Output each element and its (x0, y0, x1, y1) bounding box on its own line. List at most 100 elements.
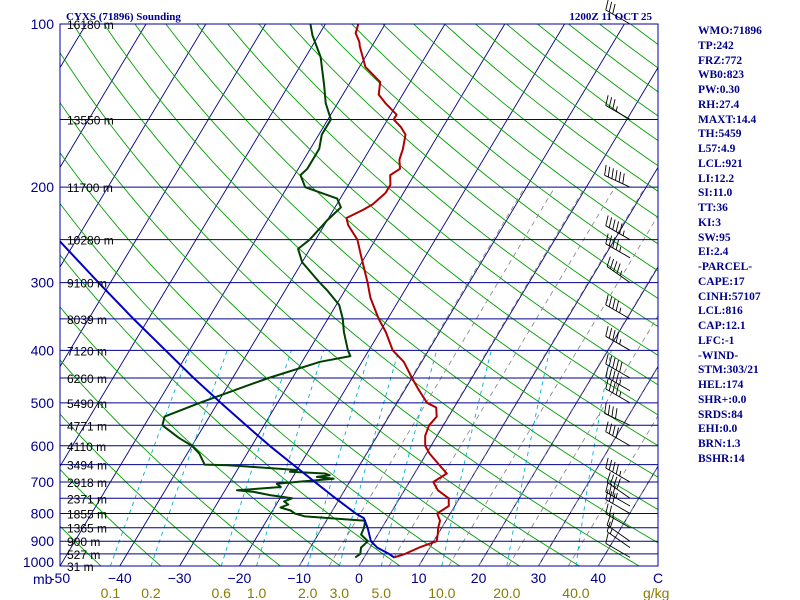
sounding-index: TP:242 (698, 39, 734, 52)
sounding-index: TH:5459 (698, 128, 742, 141)
isotherm-line (60, 24, 266, 368)
wind-barb (605, 353, 631, 379)
sounding-index: LCL:921 (698, 157, 743, 170)
wind-barb (605, 215, 631, 241)
moist-adiabat-line (388, 186, 616, 566)
mixing-ratio-tick-labels: 0.1 0.2 0.6 1.0 2.0 3.0 5.0 10.0 20.0 40.0 (101, 585, 590, 600)
height-label: 527 m (67, 548, 100, 562)
mixing-ratio-tick-label: 3.0 (330, 585, 350, 600)
sounding-index: WMO:71896 (698, 25, 762, 37)
sounding-index: CAP:12.1 (698, 320, 746, 332)
sounding-index: SRDS:84 (698, 408, 743, 421)
pressure-tick-label: 500 (31, 395, 55, 411)
mixing-ratio-tick-label: 10.0 (428, 585, 455, 600)
wind-barb (605, 481, 631, 507)
isotherm-line (418, 166, 658, 566)
mixing-ratio-tick-label: 0.6 (211, 585, 231, 600)
wind-barb (605, 457, 631, 483)
dewpoint-profile-line (161, 24, 369, 559)
height-label: 3494 m (67, 459, 107, 473)
pressure-tick-label: 300 (31, 275, 55, 291)
height-label: 7120 m (67, 344, 107, 358)
wind-barb (606, 472, 631, 499)
sounding-index: TT:36 (698, 202, 728, 214)
height-label: 31 m (67, 560, 94, 574)
sounding-index: EI:2.4 (698, 246, 729, 259)
sounding-series (60, 24, 450, 559)
sounding-index: BSHR:14 (698, 452, 745, 465)
isotherm-line (478, 266, 658, 566)
mixing-ratio-tick-label: 5.0 (372, 585, 392, 600)
sounding-indices-list: WMO:71896 TP:242 FRZ:772 WB0:823 PW:0.30 RH:2… (698, 24, 798, 467)
pressure-tick-label: 800 (31, 505, 55, 521)
mixing-ratio-unit-label: g/kg (643, 585, 669, 600)
isotherm-line (119, 24, 446, 566)
isotherm-line (60, 24, 147, 169)
sounding-index: CINH:57107 (698, 290, 761, 303)
pressure-tick-label: 1000 (23, 554, 54, 570)
wind-barb (605, 326, 631, 351)
height-label: 9100 m (67, 277, 107, 291)
wind-barb (605, 533, 631, 558)
height-label: 11700 m (67, 181, 113, 195)
parcel-profile-line (60, 239, 395, 559)
moist-adiabat-line (597, 465, 658, 566)
sounding-index: HEL:174 (698, 379, 744, 391)
moist-adiabat-line (478, 264, 658, 566)
moist-adiabat-line (418, 186, 646, 566)
sounding-index: LCL:816 (698, 305, 743, 318)
wind-barb (605, 366, 631, 392)
wind-barb (605, 233, 631, 259)
temperature-profile-line (345, 24, 450, 559)
height-label: 900 m (67, 535, 100, 549)
sounding-index: -PARCEL- (698, 261, 753, 273)
height-label: 2918 m (67, 476, 107, 490)
sounding-index: KI:3 (698, 216, 721, 229)
moist-adiabat-line (567, 415, 658, 566)
sounding-index: LFC:-1 (698, 334, 735, 347)
pressure-tick-label: 600 (31, 438, 55, 454)
sounding-index: PW:0.30 (698, 84, 740, 96)
height-label: 16180 m (67, 18, 114, 32)
temperature-tick-label: 20 (471, 570, 487, 586)
temperature-tick-label: 30 (531, 570, 547, 586)
wind-barb (606, 256, 631, 283)
temperature-tick-label: −10 (287, 570, 311, 586)
isotherm-line (538, 365, 658, 566)
wind-barb (605, 0, 631, 25)
temperature-tick-label: −40 (108, 570, 132, 586)
pressure-unit-label: mb (33, 571, 53, 587)
pressure-tick-labels: 100 200 300 400 500 600 700 800 900 1000 (23, 16, 54, 570)
wind-barb (606, 515, 631, 542)
moist-adiabat-line (538, 365, 658, 566)
isotherm-line (60, 24, 207, 268)
chart-title: CYXS (71896) Sounding (66, 11, 181, 23)
wind-barb (605, 503, 631, 529)
mixing-ratio-tick-label: 20.0 (493, 585, 520, 600)
height-label: 2371 m (67, 492, 107, 506)
temperature-tick-label: 0 (355, 570, 363, 586)
height-label: 8039 m (67, 313, 107, 327)
isotherm-line (597, 465, 658, 566)
sounding-index: SI:11.0 (698, 187, 733, 200)
moist-adiabat-line (448, 214, 658, 566)
temperature-tick-label: 10 (411, 570, 427, 586)
wind-barb (605, 95, 631, 120)
height-label: 13550 m (67, 113, 114, 127)
sounding-index: SW:95 (698, 231, 731, 244)
mixing-ratio-tick-label: 2.0 (298, 585, 318, 600)
height-labels: 16180 m 13550 m 11700 m 10280 m 9100 m 8039 m… (67, 18, 114, 574)
wind-barb (604, 403, 631, 426)
wind-barb (605, 378, 631, 404)
height-label: 1365 m (67, 522, 107, 536)
temperature-tick-label: −20 (228, 570, 252, 586)
sounding-index: L57:4.9 (698, 143, 736, 155)
mixing-ratio-tick-label: 40.0 (562, 585, 589, 600)
temperature-tick-label: 40 (590, 570, 606, 586)
plot-frame (59, 23, 659, 567)
height-label: 5490 m (67, 397, 107, 411)
isotherm-line (358, 66, 658, 566)
isotherm-line (60, 24, 326, 468)
sounding-time: 1200Z 11 OCT 25 (569, 11, 652, 23)
